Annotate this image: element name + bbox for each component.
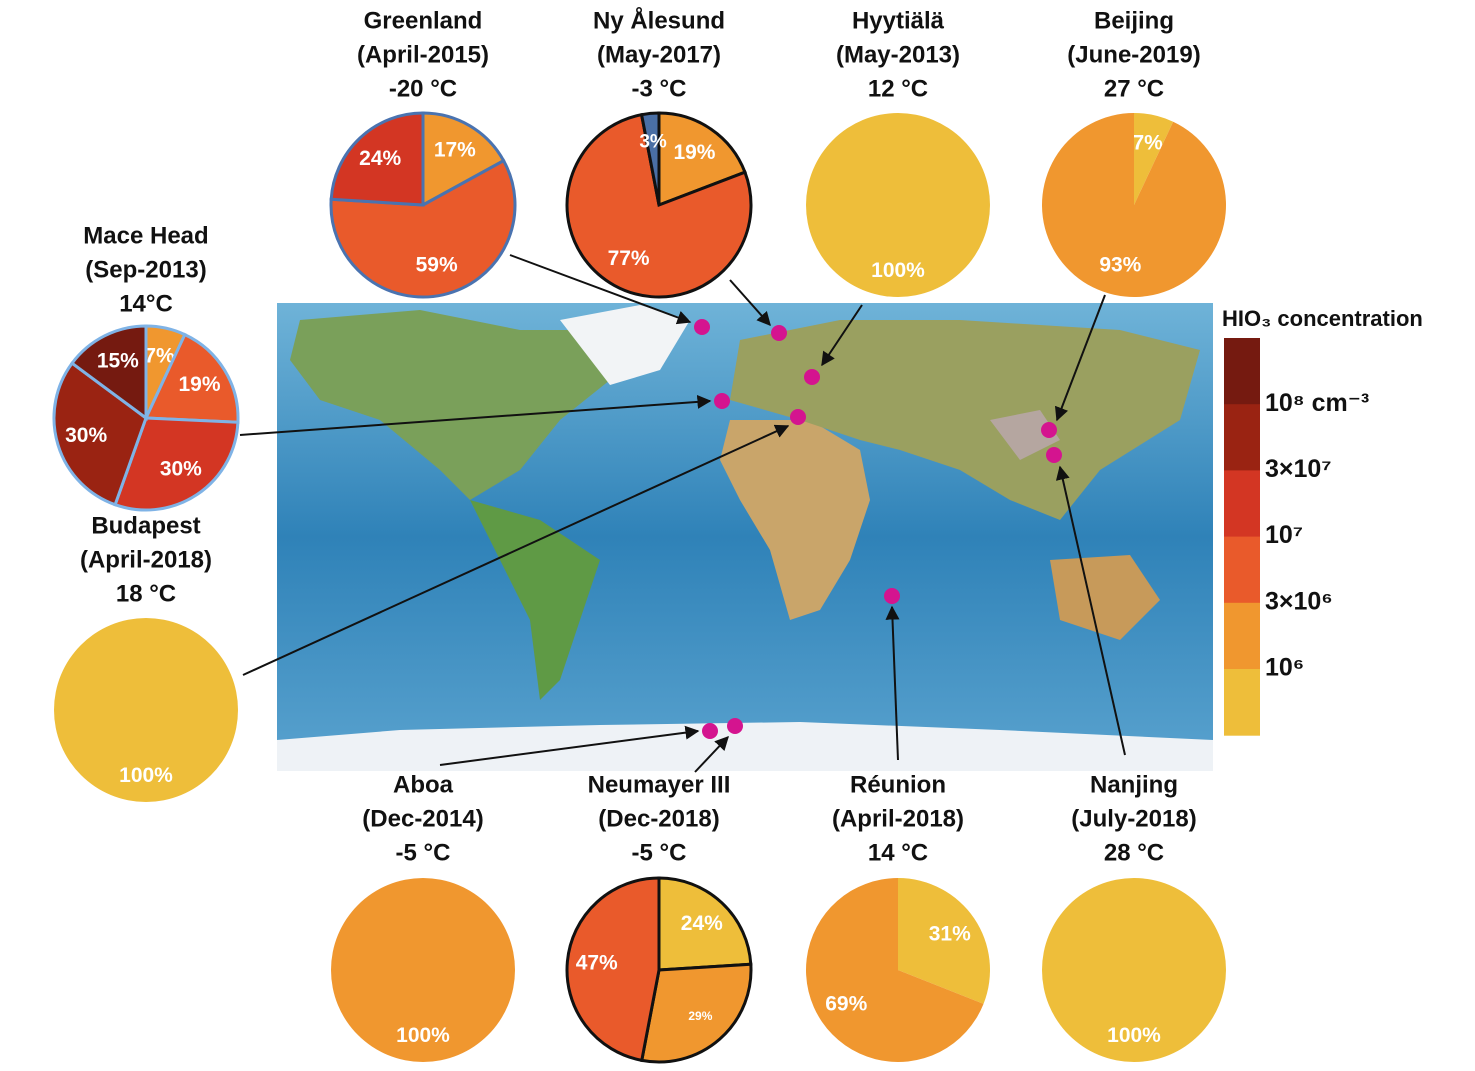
connectors	[239, 254, 1126, 773]
pie-slice	[657, 111, 747, 208]
pie-title: Ny Ålesund	[593, 6, 725, 34]
pie-slice	[657, 876, 753, 972]
pie-title: -5 °C	[632, 839, 687, 866]
pie-slice	[898, 878, 990, 1004]
pie-slice	[421, 111, 506, 208]
colorbar-swatch	[1224, 470, 1260, 538]
pie-title: (Dec-2014)	[362, 805, 483, 832]
pie-label: 100%	[871, 259, 925, 282]
world-map	[277, 303, 1213, 771]
pie-label: 100%	[1107, 1024, 1161, 1047]
pie-slice	[54, 618, 238, 802]
pie-title: 14°C	[119, 290, 173, 317]
pie-title: -5 °C	[396, 839, 451, 866]
colorbar-label: 3×10⁶	[1265, 587, 1333, 615]
pie-title: (April-2018)	[80, 546, 212, 573]
pie-title: (Dec-2018)	[598, 805, 719, 832]
pie-slice	[329, 158, 517, 299]
pie-title: (Sep-2013)	[85, 256, 206, 283]
colorbar-swatch	[1224, 338, 1260, 405]
pie-label: 3%	[639, 132, 667, 153]
pie-label: 19%	[673, 141, 715, 164]
pie-label: 24%	[359, 147, 401, 170]
pie-slice	[805, 878, 984, 1063]
pie-slice	[331, 878, 515, 1062]
pie-label: 69%	[825, 993, 867, 1016]
pie-label: 19%	[179, 373, 221, 396]
pie-title: 27 °C	[1104, 75, 1164, 102]
pie-title: -3 °C	[632, 75, 687, 102]
pie-title: (July-2018)	[1071, 805, 1196, 832]
pie-title: Nanjing	[1090, 771, 1178, 798]
pie-label: 17%	[434, 139, 476, 162]
pie-title: Réunion	[850, 771, 946, 798]
pie-title: (May-2017)	[597, 41, 721, 68]
pie-slice	[806, 113, 990, 297]
pie-title: Beijing	[1094, 7, 1174, 34]
pie-slice	[1041, 113, 1226, 297]
pie-title: 18 °C	[116, 580, 176, 607]
pie-title: Aboa	[393, 771, 454, 798]
pie-slice	[143, 332, 240, 424]
pie-slice	[69, 324, 148, 421]
pie-slice	[565, 112, 753, 299]
colorbar-label: 10⁶	[1265, 654, 1304, 682]
colorbar-swatch	[1224, 536, 1260, 604]
pie-slice	[565, 876, 661, 1063]
pie-slice	[113, 416, 240, 512]
colorbar-label: 3×10⁷	[1265, 455, 1332, 483]
pie-title: 14 °C	[868, 839, 928, 866]
pie-title: Mace Head	[83, 222, 208, 249]
pie-title: 28 °C	[1104, 839, 1164, 866]
pie-slice	[329, 111, 425, 207]
pie-label: 24%	[681, 912, 723, 935]
pie-label: 7%	[144, 344, 175, 367]
pie-title: (April-2018)	[832, 805, 964, 832]
pie-slice	[52, 361, 148, 507]
site-markers	[694, 319, 1062, 739]
pie-title: Hyytiälä	[852, 7, 945, 34]
pie-label: 15%	[97, 350, 139, 373]
pie-label: 47%	[576, 952, 618, 975]
pie-slice	[639, 111, 661, 206]
colorbar-swatch	[1224, 669, 1260, 736]
pie-title: (June-2019)	[1067, 41, 1200, 68]
colorbar-label: 10⁷	[1265, 521, 1303, 549]
colorbar-title: HIO₃ concentration	[1222, 306, 1423, 331]
pie-label: 31%	[929, 922, 971, 945]
colorbar-swatch	[1224, 602, 1260, 670]
pie-title: Neumayer III	[588, 771, 731, 798]
pie-title: (May-2013)	[836, 41, 960, 68]
pie-title: 12 °C	[868, 75, 928, 102]
pie-label: 77%	[608, 247, 650, 270]
pie-label: 100%	[119, 764, 173, 787]
pie-label: 59%	[416, 254, 458, 277]
pie-title: -20 °C	[389, 75, 457, 102]
pie-slice	[1042, 878, 1226, 1062]
pie-label: 7%	[1132, 131, 1163, 154]
pie-slice	[640, 962, 753, 1064]
pie-slice	[1134, 113, 1174, 205]
colorbar-swatch	[1224, 404, 1260, 471]
pie-title: Greenland	[364, 7, 483, 34]
pie-label: 29%	[688, 1009, 712, 1023]
pie-label: 93%	[1099, 254, 1141, 277]
pie-title: (April-2015)	[357, 41, 489, 68]
pie-title: Budapest	[91, 512, 200, 539]
pie-label: 100%	[396, 1024, 450, 1047]
pie-label: 30%	[160, 457, 202, 480]
colorbar-label: 10⁸ cm⁻³	[1265, 389, 1369, 417]
pie-label: 30%	[65, 424, 107, 447]
